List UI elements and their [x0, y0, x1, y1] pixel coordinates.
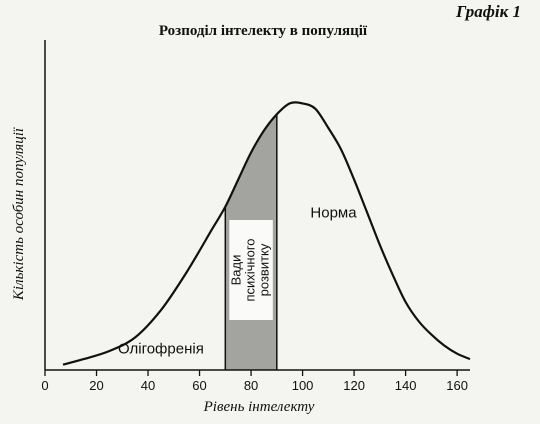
y-axis-label: Кількість особин популяції [11, 127, 27, 301]
annotation-label: Олігофренія [118, 341, 204, 358]
x-tick-label: 80 [244, 378, 258, 393]
shaded-region-label-box [229, 220, 273, 320]
x-axis-label: Рівень інтелекту [203, 399, 315, 415]
text-layer: Розподіл інтелекту в популяції Графік 1 … [11, 2, 521, 415]
x-tick-label: 100 [292, 378, 314, 393]
figure-label: Графік 1 [455, 2, 521, 21]
distribution-curve [62, 101, 471, 366]
axis-layer: 0 20 40 60 80 100 120 140 160 [41, 40, 470, 393]
x-tick-label: 140 [395, 378, 417, 393]
chart-title: Розподіл інтелекту в популяції [159, 23, 368, 39]
shaded-region-label-line: розвитку [257, 243, 272, 296]
shaded-region-layer: Вади психічного розвитку [224, 114, 278, 370]
shaded-region-label-line: психічного [243, 238, 258, 301]
x-tick-label: 40 [141, 378, 155, 393]
x-tick-label: 20 [89, 378, 103, 393]
curve-layer [62, 101, 471, 366]
x-tick-label: 0 [41, 378, 48, 393]
annotation-label: Норма [310, 205, 357, 222]
x-tick-label: 160 [446, 378, 468, 393]
shaded-region-label-line: Вади [229, 255, 244, 286]
x-tick-label: 120 [343, 378, 365, 393]
x-tick-label: 60 [192, 378, 206, 393]
